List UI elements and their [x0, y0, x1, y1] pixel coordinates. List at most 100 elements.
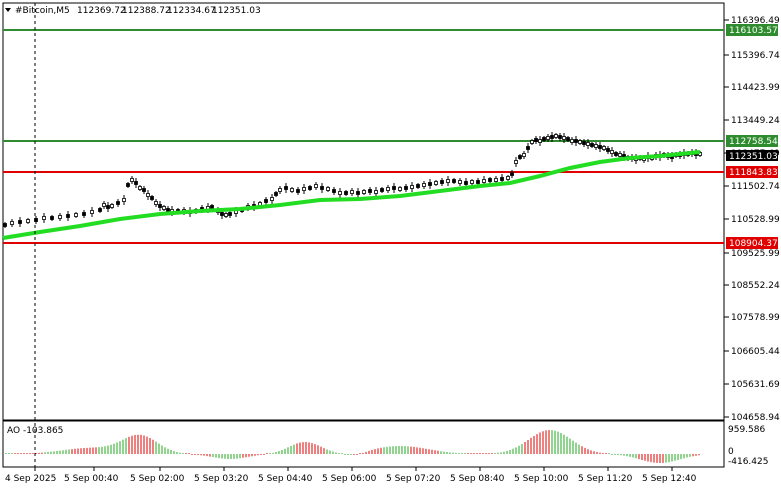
candle-body [514, 160, 518, 164]
candle-body [446, 179, 450, 183]
level-tag-label: 112758.54 [729, 137, 778, 147]
ohlc-open: 112369.72 [77, 6, 126, 16]
candle-body [274, 192, 278, 196]
candle-body [558, 135, 562, 139]
candle-body [122, 198, 126, 202]
candle-body [158, 204, 162, 208]
price-scale-label: 114423.99 [731, 83, 780, 93]
candle-body [332, 189, 336, 193]
time-axis-label: 5 Sep 00:40 [64, 474, 119, 484]
candle-body [146, 193, 150, 197]
candle-body [590, 143, 594, 147]
ao-scale-zero: 0 [728, 447, 734, 457]
candle-body [586, 142, 590, 146]
ao-label: AO -103.865 [7, 426, 63, 436]
time-axis-label: 5 Sep 08:40 [450, 474, 505, 484]
time-axis-label: 5 Sep 04:40 [258, 474, 313, 484]
candle-body [166, 208, 170, 212]
price-scale-label: 104658.94 [731, 413, 780, 423]
candle-body [150, 196, 154, 200]
level-tag-label: 108904.37 [729, 239, 778, 249]
candle-body [610, 150, 614, 154]
candle-body [116, 201, 120, 205]
candle-body [290, 188, 294, 192]
price-scale-label: 108552.24 [731, 281, 780, 291]
price-scale-label: 113449.24 [731, 116, 780, 126]
candle-body [344, 191, 348, 195]
candle-body [542, 137, 546, 141]
candle-body [368, 189, 372, 193]
candle-body [570, 139, 574, 143]
candle-body [302, 187, 306, 191]
candle-body [422, 183, 426, 187]
candle-body [338, 191, 342, 195]
horizontal-levels[interactable] [3, 29, 724, 244]
candle-body [488, 178, 492, 182]
candle-body [526, 146, 530, 150]
candle-body [470, 180, 474, 184]
candle-body [614, 152, 618, 156]
candle-body [130, 178, 134, 182]
candle-body [10, 221, 14, 225]
candle-body [598, 145, 602, 149]
candle-body [3, 223, 7, 227]
candle-body [58, 215, 62, 219]
candle-body [102, 203, 106, 207]
candle-body [356, 191, 360, 195]
candle-body [66, 214, 70, 218]
price-scale-label: 116396.49 [731, 16, 780, 26]
candle-body [142, 188, 146, 192]
candle-body [270, 197, 274, 201]
candle-body [134, 181, 138, 185]
candle-body [534, 138, 538, 142]
level-tag [726, 135, 778, 147]
level-tag-label: 111843.83 [729, 168, 778, 178]
candle-body [350, 190, 354, 194]
candle-body [506, 176, 510, 180]
current-price-tag [726, 150, 778, 161]
indicator-panel[interactable] [2, 420, 725, 468]
candle-body [416, 184, 420, 188]
candle-body [74, 213, 78, 217]
candle-body [618, 153, 622, 157]
candle-body [314, 184, 318, 188]
candle-body [452, 179, 456, 183]
time-axis-label: 5 Sep 12:40 [642, 474, 697, 484]
level-tag [726, 166, 778, 178]
candle-body [26, 219, 30, 223]
candle-body [374, 190, 378, 194]
level-tag [726, 237, 778, 249]
candle-body [90, 210, 94, 214]
time-axis-label: 5 Sep 11:20 [578, 474, 633, 484]
candle-body [220, 212, 224, 216]
level-tag-label: 116103.57 [729, 26, 778, 36]
price-scale-label: 110528.99 [731, 215, 780, 225]
candle-body [554, 134, 558, 138]
arrow-down-icon[interactable] [5, 8, 11, 12]
candle-body [296, 189, 300, 193]
price-panel[interactable] [2, 2, 725, 421]
candle-body [278, 188, 282, 192]
candle-body [574, 139, 578, 143]
candle-body [138, 186, 142, 190]
candle-body [482, 179, 486, 183]
ao-histogram [5, 430, 700, 463]
time-axis-label: 5 Sep 10:00 [514, 474, 569, 484]
candle-body [162, 206, 166, 210]
price-scale-label: 115396.74 [731, 51, 780, 61]
time-axis-label: 4 Sep 2025 [5, 474, 56, 484]
ao-scale-top: 959.586 [728, 425, 765, 435]
candle-body [522, 153, 526, 157]
candle-body [602, 146, 606, 150]
candle-body [326, 187, 330, 191]
candle-body [410, 185, 414, 189]
time-axis[interactable]: 4 Sep 2025 5 Sep 00:40 5 Sep 02:00 5 Sep 03… [5, 467, 697, 484]
candle-body [224, 213, 228, 217]
price-scale-label: 106605.44 [731, 347, 780, 357]
candle-body [320, 186, 324, 190]
price-scale[interactable]: 116396.49115396.74114423.99113449.241124… [724, 16, 780, 423]
candle-body [538, 139, 542, 143]
ohlc-low: 112334.67 [167, 6, 216, 16]
candle-body [550, 135, 554, 139]
